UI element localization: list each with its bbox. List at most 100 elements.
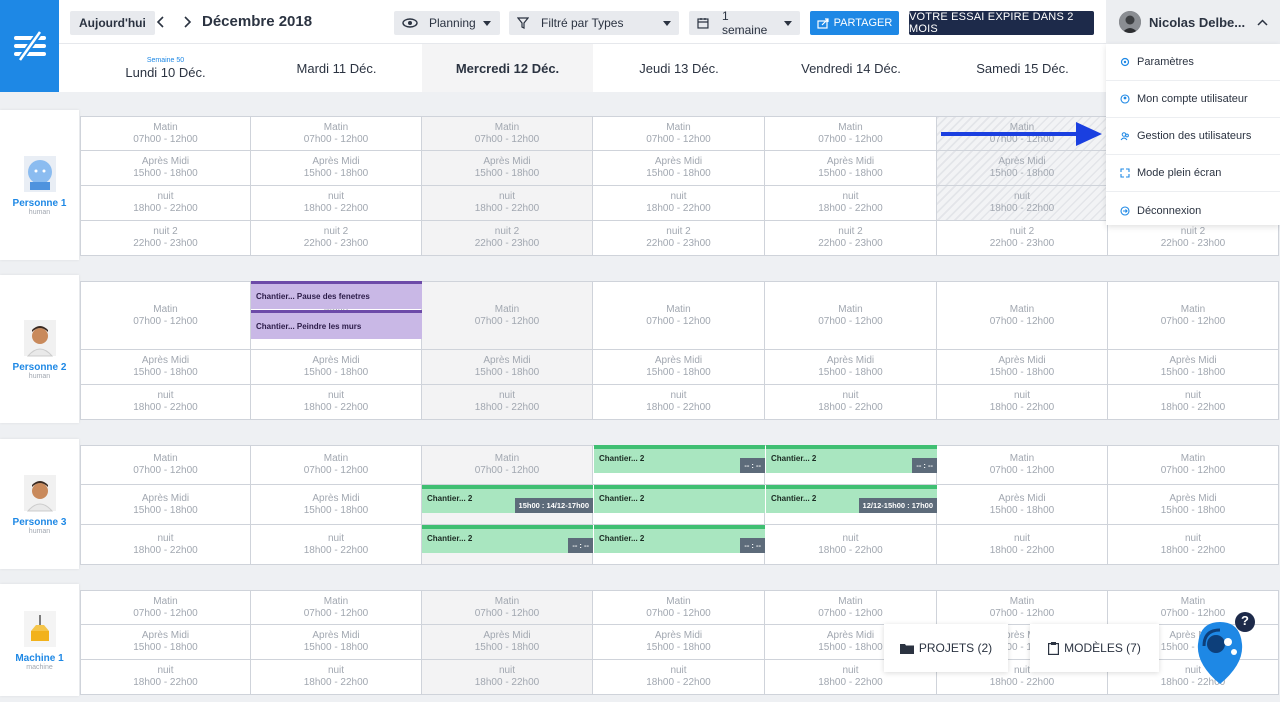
view-dropdown[interactable]: Planning [394,11,500,35]
filter-dropdown[interactable]: Filtré par Types [509,11,679,35]
menu-item-parametres[interactable]: Paramètres [1106,44,1280,81]
event-card[interactable]: Chantier... Pause des fenetres [251,281,422,309]
app-logo[interactable] [0,0,59,92]
time-slot-cell[interactable]: nuit 2 22h00 - 23h00 [1108,221,1279,256]
time-slot-cell[interactable]: nuit 2 22h00 - 23h00 [765,221,937,256]
event-card[interactable]: Chantier... 2 [594,485,765,513]
time-slot-cell[interactable]: nuit 2 22h00 - 23h00 [422,221,593,256]
resource-row-machine-1[interactable]: Machine 1 machine [0,584,79,696]
next-week-button[interactable] [178,13,196,31]
event-card[interactable]: Chantier... 2 12/12-15h00 : 17h00 [766,485,937,513]
time-slot-cell[interactable]: nuit 2 22h00 - 23h00 [80,221,251,256]
menu-item-mon-compte[interactable]: Mon compte utilisateur [1106,81,1280,118]
resource-row-personne-3[interactable]: Personne 3 human [0,439,79,569]
resource-row-personne-1[interactable]: Personne 1 human [0,110,79,260]
event-card[interactable]: Chantier... Peindre les murs [251,310,422,339]
today-button[interactable]: Aujourd'hui [70,11,155,35]
prev-week-button[interactable] [152,13,170,31]
event-card[interactable]: Chantier... 2 -- : -- [766,445,937,473]
user-menu-toggle[interactable]: Nicolas Delbe... [1106,0,1280,44]
time-slot-cell[interactable]: nuit 2 22h00 - 23h00 [251,221,422,256]
menu-item-plein-ecran[interactable]: Mode plein écran [1106,155,1280,192]
range-dropdown[interactable]: 1 semaine [689,9,800,37]
menu-item-deconnexion[interactable]: Déconnexion [1106,192,1280,229]
event-card[interactable]: Chantier... 2 -- : -- [594,525,765,553]
projects-button[interactable]: PROJETS (2) [884,624,1008,672]
event-card[interactable]: Chantier... 2 -- : -- [594,445,765,473]
models-button[interactable]: MODÈLES (7) [1030,624,1159,672]
time-slot-cell[interactable]: nuit 2 22h00 - 23h00 [937,221,1108,256]
share-button[interactable]: PARTAGER [810,11,899,35]
event-card[interactable]: Chantier... 2 -- : -- [422,525,593,553]
time-slot-cell[interactable]: nuit 2 22h00 - 23h00 [593,221,765,256]
help-mascot-button[interactable]: ? [1190,612,1258,688]
resource-row-personne-2[interactable]: Personne 2 human [0,275,79,423]
trial-banner-button[interactable]: VOTRE ESSAI EXPIRE DANS 2 MOIS [909,11,1094,35]
